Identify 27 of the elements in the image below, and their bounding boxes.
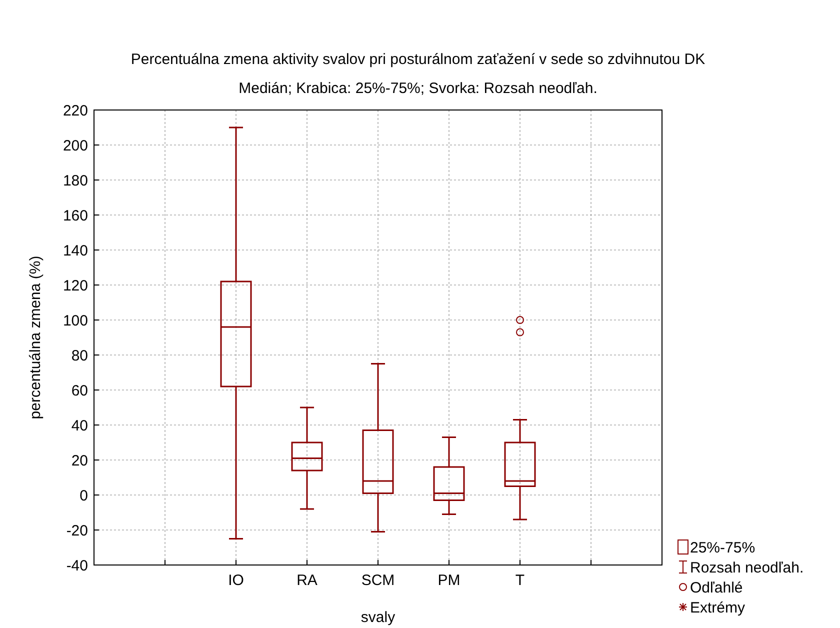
y-tick-label: -40 [66,557,88,574]
y-tick-label: 60 [71,382,88,400]
x-tick-label: IO [228,572,244,589]
y-tick-label: 20 [71,452,88,470]
y-tick-label: 40 [71,417,88,434]
y-tick-label: 160 [62,207,88,224]
text: Extrémy [690,599,746,616]
chart-subtitle: Medián; Krabica: 25%-75%; Svorka: Rozsah neodľah. [238,80,598,97]
x-tick-label: PM [438,572,460,589]
y-axis-title: percentuálna zmena (%) [27,256,44,420]
y-tick-label: 140 [62,242,88,260]
y-tick-label: 100 [62,312,88,330]
y-tick-label: 200 [62,137,88,154]
y-tick-label: 0 [80,487,88,504]
chart-title: Percentuálna zmena aktivity svalov pri posturálnom zaťažení v sede so zdvihnutou DK [130,51,706,68]
x-tick-label: T [515,572,525,589]
text: 25%-75% [690,539,756,556]
x-tick-label: SCM [361,572,395,589]
y-tick-label: 220 [62,102,88,120]
y-tick-label: 80 [71,347,88,364]
y-tick-label: -20 [66,522,88,540]
x-axis-title: svaly [360,609,396,626]
text: Odľahlé [690,579,743,596]
text: Rozsah neodľah. [690,559,804,576]
y-tick-label: 180 [62,172,88,190]
y-tick-label: 120 [62,277,88,294]
x-tick-label: RA [296,572,318,589]
